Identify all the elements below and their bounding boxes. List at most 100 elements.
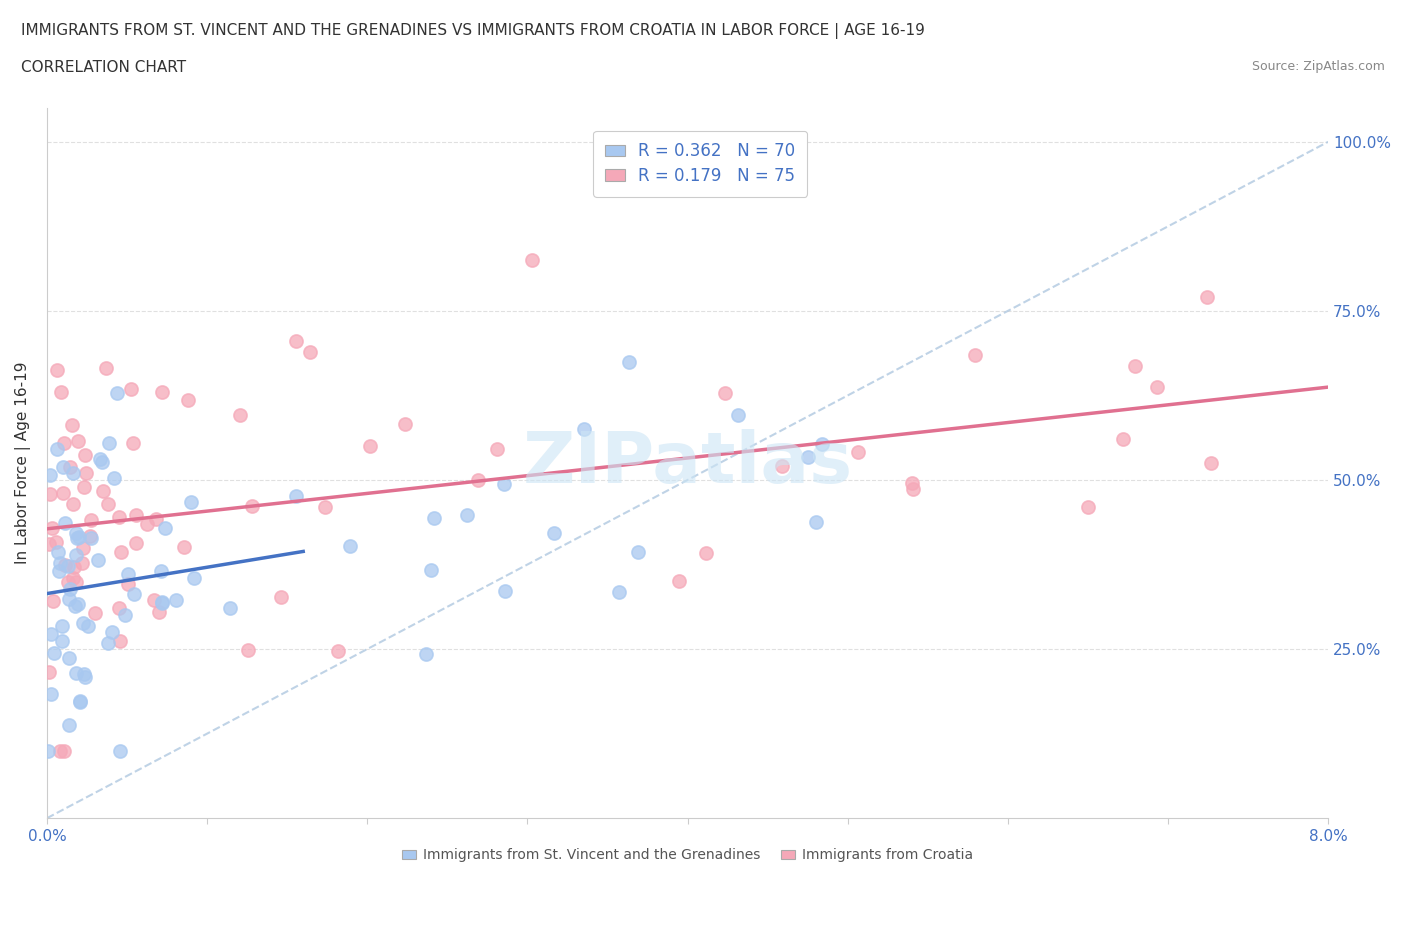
Point xyxy=(150,385,173,400)
Point xyxy=(520,252,543,267)
Point xyxy=(58,718,80,733)
Point xyxy=(420,563,443,578)
Point xyxy=(80,512,103,527)
Point xyxy=(38,537,60,551)
Point xyxy=(797,450,820,465)
Point xyxy=(110,545,132,560)
Point xyxy=(59,581,82,596)
Point xyxy=(145,512,167,526)
Point xyxy=(90,455,112,470)
Point xyxy=(39,468,62,483)
Point xyxy=(73,667,96,682)
Point xyxy=(124,586,146,601)
Text: Source: ZipAtlas.com: Source: ZipAtlas.com xyxy=(1251,60,1385,73)
Point xyxy=(63,559,86,574)
Point xyxy=(240,498,263,513)
Point xyxy=(125,507,148,522)
Point xyxy=(108,510,131,525)
Point xyxy=(456,507,478,522)
Point xyxy=(94,361,117,376)
Point xyxy=(67,530,90,545)
Point xyxy=(49,384,72,399)
Point xyxy=(117,576,139,591)
Point xyxy=(180,495,202,510)
Point xyxy=(39,486,62,501)
Point xyxy=(103,471,125,485)
Point xyxy=(1077,499,1099,514)
Point xyxy=(48,556,70,571)
Point xyxy=(727,407,749,422)
Point xyxy=(66,433,89,448)
Point xyxy=(494,584,516,599)
Point xyxy=(58,650,80,665)
Text: ZIPatlas: ZIPatlas xyxy=(523,429,852,498)
Legend: Immigrants from St. Vincent and the Grenadines, Immigrants from Croatia: Immigrants from St. Vincent and the Gren… xyxy=(396,843,979,868)
Point xyxy=(97,497,120,512)
Point xyxy=(772,458,794,473)
Point xyxy=(114,607,136,622)
Point xyxy=(87,552,110,567)
Point xyxy=(121,435,143,450)
Point xyxy=(65,547,87,562)
Point xyxy=(543,526,565,541)
Point xyxy=(963,348,986,363)
Point xyxy=(51,633,73,648)
Point xyxy=(46,544,69,559)
Point xyxy=(48,743,70,758)
Point xyxy=(149,564,172,578)
Point xyxy=(467,472,489,487)
Point xyxy=(901,475,924,490)
Point xyxy=(69,695,91,710)
Point xyxy=(73,447,96,462)
Point xyxy=(148,604,170,619)
Point xyxy=(45,534,67,549)
Point xyxy=(62,465,84,480)
Point xyxy=(76,618,98,633)
Point xyxy=(125,536,148,551)
Point xyxy=(62,497,84,512)
Point xyxy=(811,437,834,452)
Point xyxy=(72,540,94,555)
Point xyxy=(52,743,75,758)
Point xyxy=(285,488,308,503)
Point xyxy=(394,417,416,432)
Point xyxy=(91,484,114,498)
Point xyxy=(53,515,76,530)
Point xyxy=(668,573,690,588)
Point xyxy=(142,592,165,607)
Point xyxy=(72,616,94,631)
Point xyxy=(101,625,124,640)
Point xyxy=(177,392,200,407)
Point xyxy=(56,575,79,590)
Point xyxy=(97,635,120,650)
Point xyxy=(37,743,59,758)
Point xyxy=(69,693,91,708)
Point xyxy=(65,574,87,589)
Point xyxy=(89,452,111,467)
Point xyxy=(65,666,87,681)
Point xyxy=(229,407,252,422)
Point xyxy=(108,743,131,758)
Point xyxy=(108,633,131,648)
Point xyxy=(485,442,508,457)
Point xyxy=(84,605,107,620)
Point xyxy=(299,344,322,359)
Point xyxy=(63,599,86,614)
Point xyxy=(804,515,827,530)
Point xyxy=(52,459,75,474)
Point xyxy=(150,594,173,609)
Point xyxy=(165,592,187,607)
Point xyxy=(901,482,924,497)
Point xyxy=(326,644,349,658)
Point xyxy=(135,516,157,531)
Point xyxy=(270,590,292,604)
Point xyxy=(65,525,87,540)
Point xyxy=(1146,379,1168,394)
Point xyxy=(55,557,77,572)
Text: IMMIGRANTS FROM ST. VINCENT AND THE GRENADINES VS IMMIGRANTS FROM CROATIA IN LAB: IMMIGRANTS FROM ST. VINCENT AND THE GREN… xyxy=(21,23,925,39)
Point xyxy=(1123,359,1146,374)
Point xyxy=(173,540,195,555)
Point xyxy=(339,538,361,553)
Text: CORRELATION CHART: CORRELATION CHART xyxy=(21,60,186,75)
Point xyxy=(155,521,177,536)
